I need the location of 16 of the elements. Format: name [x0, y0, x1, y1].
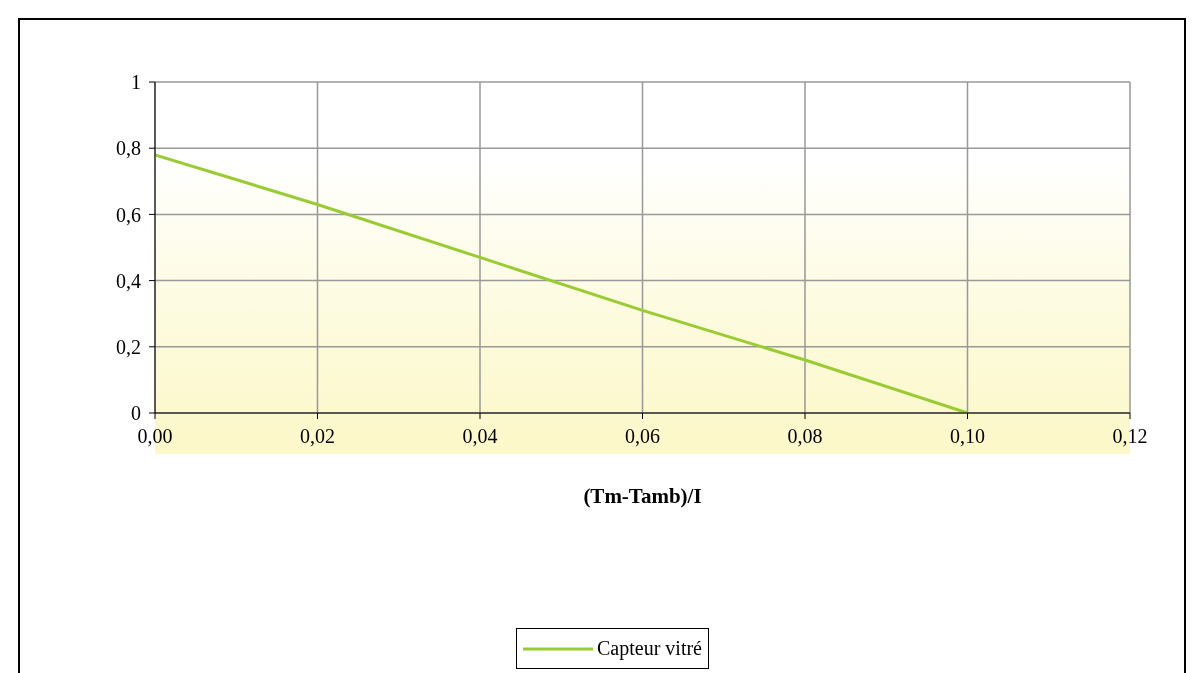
x-axis-title: (Tm-Tamb)/I [583, 484, 702, 508]
x-tick-label: 0,06 [625, 425, 660, 448]
y-tick-label: 0,6 [116, 203, 141, 226]
x-tick-label: 0,12 [1112, 425, 1148, 448]
y-tick-label: 0,4 [116, 269, 141, 292]
x-tick-label: 0,02 [300, 425, 335, 448]
y-tick-label: 0 [131, 402, 141, 425]
x-tick-label: 0,00 [137, 425, 173, 448]
y-tick-label: 0,2 [116, 335, 141, 358]
legend-label: Capteur vitré [597, 637, 702, 660]
y-tick-label: 1 [131, 71, 141, 94]
x-tick-label: 0,08 [787, 425, 823, 448]
x-tick-label: 0,10 [950, 425, 985, 448]
line-series [155, 153, 969, 413]
y-tick-label: 0,8 [116, 137, 141, 160]
x-tick-label: 0,04 [462, 425, 498, 448]
